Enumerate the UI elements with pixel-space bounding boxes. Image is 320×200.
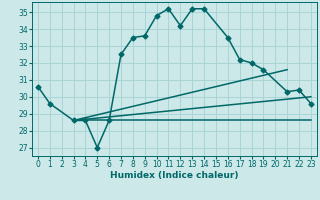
X-axis label: Humidex (Indice chaleur): Humidex (Indice chaleur) bbox=[110, 171, 239, 180]
